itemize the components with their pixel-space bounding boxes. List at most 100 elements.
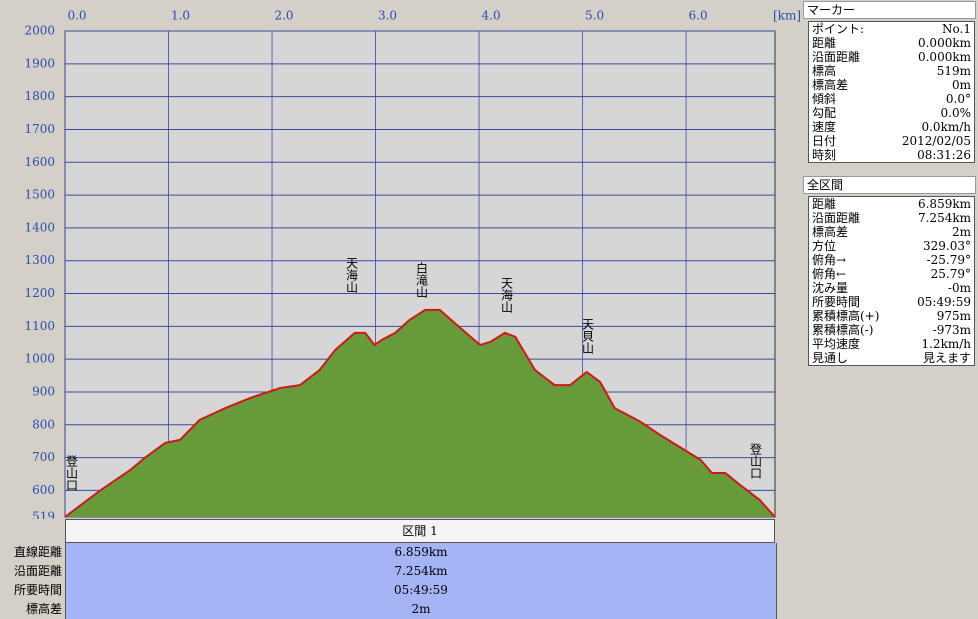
y-tick-label: 1800 (24, 89, 55, 103)
row-value: 519m (936, 64, 971, 78)
panel-row: 所要時間 05:49:59 (809, 295, 975, 309)
row-value: 7.254km (917, 211, 971, 225)
panel-row: 標高 519m (809, 64, 975, 78)
row-value: 6.859km (65, 543, 777, 562)
row-value: 2m (951, 225, 971, 239)
y-tick-label: 1400 (24, 220, 55, 234)
row-label: 標高 (812, 64, 837, 78)
row-value: 2012/02/05 (901, 134, 971, 148)
y-tick-label: 1200 (24, 286, 55, 300)
panel-row: 方位 329.03° (809, 239, 975, 253)
row-label: 見通し (812, 351, 849, 365)
row-label: 標高差 (25, 602, 62, 616)
row-label: 俯角← (812, 267, 847, 281)
x-tick-label: 2.0 (274, 9, 293, 23)
row-label: 沿面距離 (812, 50, 861, 64)
marker-panel: マーカー ポイント: No.1 距離 0.000km 沿面距離 0.000km 標高 519m… (803, 1, 976, 163)
section-row: 直線距離 6.859km (0, 543, 778, 562)
x-tick-label: 1.0 (171, 9, 190, 23)
row-value: -0m (947, 281, 971, 295)
row-value: 0.0° (945, 92, 971, 106)
row-value: 0.000km (917, 36, 971, 50)
area (65, 309, 775, 517)
row-value: 0.000km (917, 50, 971, 64)
row-label: 所要時間 (13, 583, 62, 597)
row-value: 08:31:26 (917, 148, 971, 162)
annotation: 白滝山 (415, 261, 429, 298)
annotation: 天海山 (500, 277, 514, 313)
y-tick-label: 2000 (24, 24, 55, 38)
row-label: 沿面距離 (812, 211, 861, 225)
section-row: 所要時間 05:49:59 (0, 581, 778, 600)
y-tick-label: 1000 (24, 352, 55, 366)
panel-row: 距離 6.859km (809, 197, 975, 212)
y-tick-label: 1700 (24, 122, 55, 136)
marker-table: ポイント: No.1 距離 0.000km 沿面距離 0.000km 標高 519m 標高差 0m… (808, 21, 975, 163)
panel-row: 標高差 2m (809, 225, 975, 239)
row-label: 沈み量 (812, 281, 849, 295)
row-value: 25.79° (930, 267, 971, 281)
row-label: 累積標高(+) (812, 309, 880, 323)
row-label: 直線距離 (13, 545, 62, 559)
x-unit-label: [km] (773, 9, 800, 23)
line (64, 308, 776, 518)
y-tick-label: 1500 (24, 188, 55, 202)
row-value: 1.2km/h (921, 337, 971, 351)
total-panel: 全区間 距離 6.859km 沿面距離 7.254km 標高差 2m 方位 329.03° 俯角… (803, 176, 976, 366)
panel-row: 勾配 0.0% (809, 106, 975, 120)
row-label: 俯角→ (812, 253, 847, 267)
row-value: 0.0km/h (921, 120, 971, 134)
panel-row: 見通し 見えます (809, 351, 975, 366)
row-value: 2m (65, 600, 777, 619)
panel-row: 俯角← 25.79° (809, 267, 975, 281)
panel-row: 傾斜 0.0° (809, 92, 975, 106)
annotation: 天貝山 (581, 318, 595, 354)
annotation: 登山口 (65, 454, 79, 491)
panel-row: 距離 0.000km (809, 36, 975, 50)
row-value: 7.254km (65, 562, 777, 581)
section-row: 沿面距離 7.254km (0, 562, 778, 581)
panel-row: 速度 0.0km/h (809, 120, 975, 134)
row-value: 0m (951, 78, 971, 92)
row-value: 6.859km (917, 197, 971, 211)
row-label: 日付 (812, 134, 837, 148)
panel-row: 累積標高(+) 975m (809, 309, 975, 323)
row-label: 所要時間 (812, 295, 861, 309)
panel-row: 沿面距離 7.254km (809, 211, 975, 225)
section-table: 区間 1 直線距離 6.859km 沿面距離 7.254km 所要時間 05:49:59 標… (0, 519, 778, 619)
section-row: 標高差 2m (0, 600, 778, 619)
y-tick-label: 900 (32, 384, 55, 398)
panel-row: 日付 2012/02/05 (809, 134, 975, 148)
chart: [km] 519 600 700 800 900 1000 1100 1200 1300 1400… (24, 9, 800, 520)
panel-row: 累積標高(-) -973m (809, 323, 975, 337)
row-value: 05:49:59 (65, 581, 777, 600)
x-tick-label: 0.0 (67, 9, 86, 23)
y-tick-label: 1600 (24, 155, 55, 169)
x-tick-label: 4.0 (482, 9, 501, 23)
y-tick-label: 1100 (24, 319, 55, 333)
row-label: 勾配 (812, 106, 837, 120)
panel-row: 標高差 0m (809, 78, 975, 92)
x-tick-label: 5.0 (585, 9, 604, 23)
panel-row: ポイント: No.1 (809, 22, 975, 37)
total-table: 距離 6.859km 沿面距離 7.254km 標高差 2m 方位 329.03° 俯角→ -25… (808, 196, 975, 366)
panel-row: 沿面距離 0.000km (809, 50, 975, 64)
panel-row: 平均速度 1.2km/h (809, 337, 975, 351)
y-tick-label: 1300 (24, 253, 55, 267)
y-tick-label: 700 (32, 450, 55, 464)
x-tick-label: 3.0 (378, 9, 397, 23)
row-label: 方位 (812, 239, 837, 253)
row-value: -25.79° (926, 253, 971, 267)
section-header: 区間 1 (65, 519, 775, 543)
y-tick-label: 800 (32, 417, 55, 431)
row-label: 標高差 (812, 78, 849, 92)
panel-row: 時刻 08:31:26 (809, 148, 975, 163)
y-tick-label: 600 (32, 483, 55, 497)
row-value: 見えます (922, 351, 971, 365)
row-value: 0.0% (940, 106, 972, 120)
row-label: 速度 (812, 120, 837, 134)
row-label: 時刻 (812, 148, 837, 162)
x-tick-label: 6.0 (689, 9, 708, 23)
row-label: 距離 (812, 197, 837, 211)
row-label: 標高差 (812, 225, 849, 239)
